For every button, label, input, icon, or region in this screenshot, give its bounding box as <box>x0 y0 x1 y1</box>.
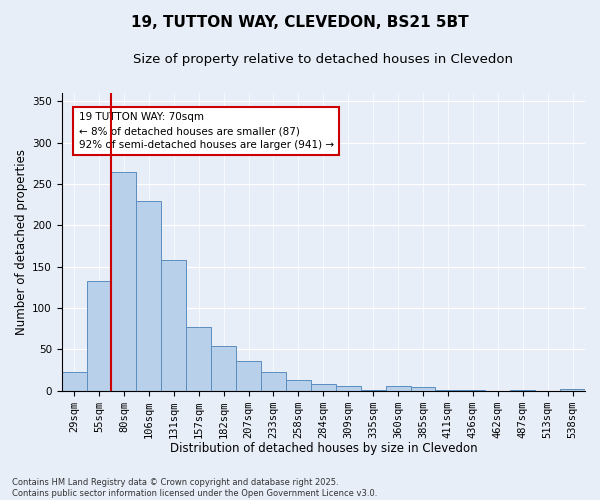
Bar <box>186 327 211 390</box>
Bar <box>136 202 161 390</box>
Bar <box>236 361 261 390</box>
Text: Contains HM Land Registry data © Crown copyright and database right 2025.
Contai: Contains HM Land Registry data © Crown c… <box>12 478 377 498</box>
Bar <box>112 172 136 390</box>
Bar <box>311 384 336 390</box>
Y-axis label: Number of detached properties: Number of detached properties <box>15 149 28 335</box>
Title: Size of property relative to detached houses in Clevedon: Size of property relative to detached ho… <box>133 52 514 66</box>
Bar <box>86 280 112 390</box>
Bar <box>261 372 286 390</box>
Bar <box>410 388 436 390</box>
Bar <box>62 372 86 390</box>
X-axis label: Distribution of detached houses by size in Clevedon: Distribution of detached houses by size … <box>170 442 477 455</box>
Bar <box>336 386 361 390</box>
Bar <box>560 389 585 390</box>
Bar <box>211 346 236 391</box>
Bar <box>161 260 186 390</box>
Text: 19, TUTTON WAY, CLEVEDON, BS21 5BT: 19, TUTTON WAY, CLEVEDON, BS21 5BT <box>131 15 469 30</box>
Text: 19 TUTTON WAY: 70sqm
← 8% of detached houses are smaller (87)
92% of semi-detach: 19 TUTTON WAY: 70sqm ← 8% of detached ho… <box>79 112 334 150</box>
Bar <box>286 380 311 390</box>
Bar <box>386 386 410 390</box>
